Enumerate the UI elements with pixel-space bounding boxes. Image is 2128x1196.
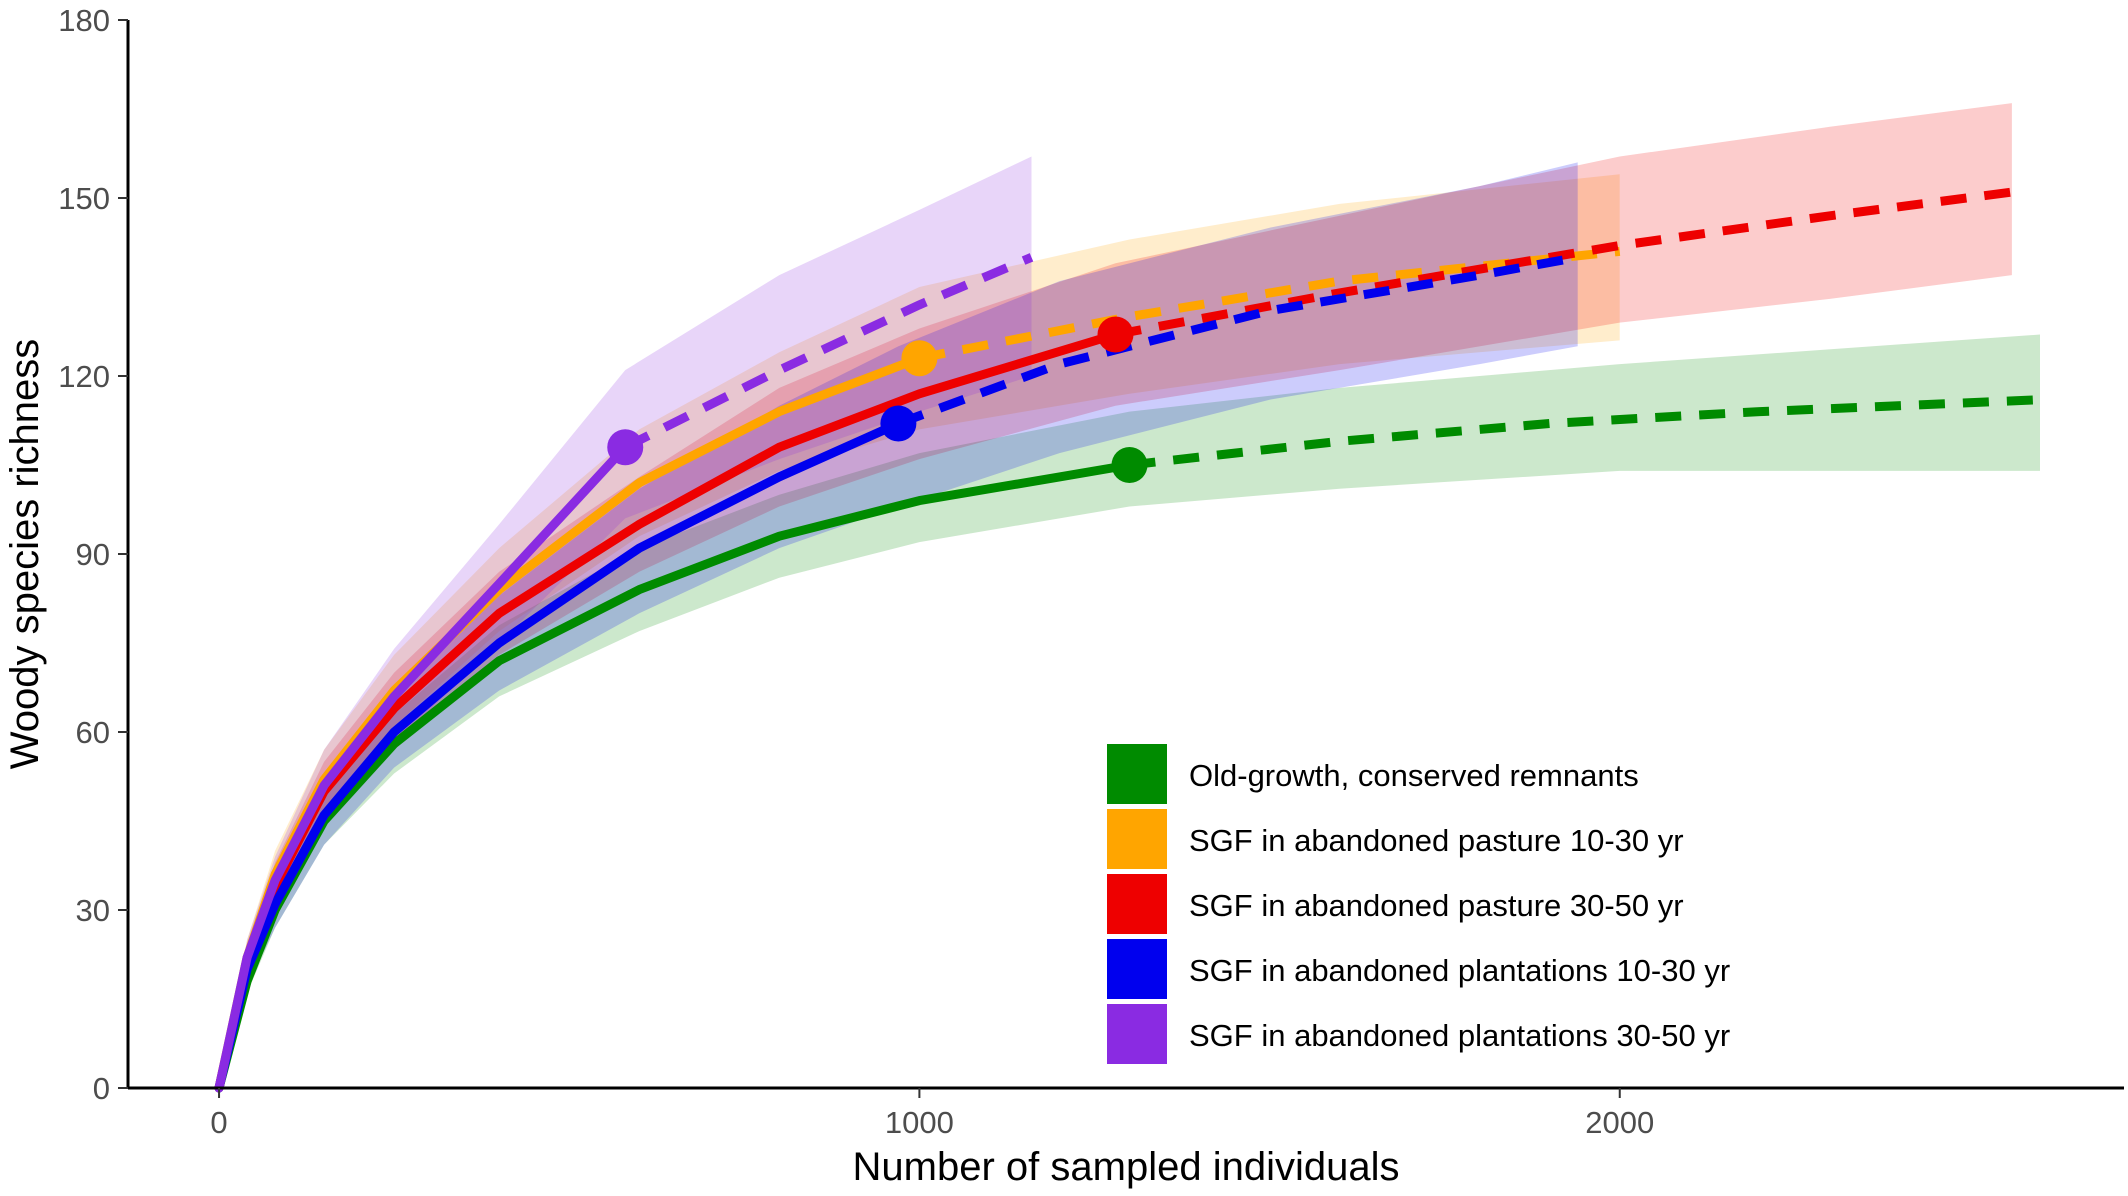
y-tick-label: 120 xyxy=(58,359,110,394)
legend: Old-growth, conserved remnants SGF in aba… xyxy=(1107,744,1730,1064)
x-tick-label: 0 xyxy=(210,1105,227,1140)
x-axis-ticks: 0 1000 2000 xyxy=(210,1088,1654,1140)
legend-item-sgf-in-abandoned-pasture-30-50-yr: SGF in abandoned pasture 30-50 yr xyxy=(1107,874,1684,934)
ci-band-sgf-in-abandoned-pasture-30-50-yr xyxy=(219,103,2012,1089)
x-tick-label: 1000 xyxy=(885,1105,954,1140)
legend-label: Old-growth, conserved remnants xyxy=(1189,758,1639,793)
observed-point-sgf-in-abandoned-plantations-10-30-yr xyxy=(880,405,917,442)
extrapolated-line-old-growth-conserved-remnants xyxy=(1128,395,2041,470)
y-tick-label: 60 xyxy=(76,715,110,750)
ci-band-sgf-in-abandoned-plantations-10-30-yr xyxy=(219,162,1578,1088)
y-tick-label: 0 xyxy=(93,1071,110,1106)
legend-swatch xyxy=(1107,1004,1167,1064)
legend-swatch xyxy=(1107,744,1167,804)
legend-label: SGF in abandoned pasture 30-50 yr xyxy=(1189,888,1684,923)
observed-point-old-growth-conserved-remnants xyxy=(1111,447,1148,483)
y-tick-label: 150 xyxy=(58,181,110,216)
rarefaction-lines xyxy=(214,187,2041,1093)
observed-point-sgf-in-abandoned-plantations-30-50-yr xyxy=(607,429,644,466)
legend-label: SGF in abandoned pasture 10-30 yr xyxy=(1189,823,1684,858)
legend-item-old-growth-conserved-remnants: Old-growth, conserved remnants xyxy=(1107,744,1639,804)
observed-points xyxy=(607,316,1148,483)
extrapolated-line-sgf-in-abandoned-pasture-30-50-yr xyxy=(1114,187,2013,339)
legend-item-sgf-in-abandoned-pasture-10-30-yr: SGF in abandoned pasture 10-30 yr xyxy=(1107,809,1684,869)
y-tick-label: 30 xyxy=(76,893,110,928)
extrapolated-line-sgf-in-abandoned-plantations-10-30-yr xyxy=(896,252,1579,428)
legend-swatch xyxy=(1107,939,1167,999)
y-tick-label: 180 xyxy=(58,3,110,38)
observed-point-sgf-in-abandoned-pasture-30-50-yr xyxy=(1097,316,1134,353)
interpolated-line-sgf-in-abandoned-plantations-30-50-yr xyxy=(214,442,630,1093)
legend-label: SGF in abandoned plantations 10-30 yr xyxy=(1189,953,1730,988)
y-axis-ticks: 0 30 60 90 120 150 180 xyxy=(58,3,128,1106)
x-tick-label: 2000 xyxy=(1585,1105,1654,1140)
y-tick-label: 90 xyxy=(76,537,110,572)
observed-point-sgf-in-abandoned-pasture-10-30-yr xyxy=(901,340,938,377)
y-axis-title: Woody species richness xyxy=(3,339,47,770)
extrapolated-line-sgf-in-abandoned-pasture-10-30-yr xyxy=(918,246,1621,363)
ci-band-old-growth-conserved-remnants xyxy=(219,334,2040,1088)
legend-item-sgf-in-abandoned-plantations-10-30-yr: SGF in abandoned plantations 10-30 yr xyxy=(1107,939,1730,999)
interpolated-line-sgf-in-abandoned-plantations-10-30-yr xyxy=(214,419,903,1093)
legend-swatch xyxy=(1107,809,1167,869)
legend-label: SGF in abandoned plantations 30-50 yr xyxy=(1189,1018,1730,1053)
legend-item-sgf-in-abandoned-plantations-30-50-yr: SGF in abandoned plantations 30-50 yr xyxy=(1107,1004,1730,1064)
x-axis-title: Number of sampled individuals xyxy=(853,1145,1400,1189)
legend-swatch xyxy=(1107,874,1167,934)
